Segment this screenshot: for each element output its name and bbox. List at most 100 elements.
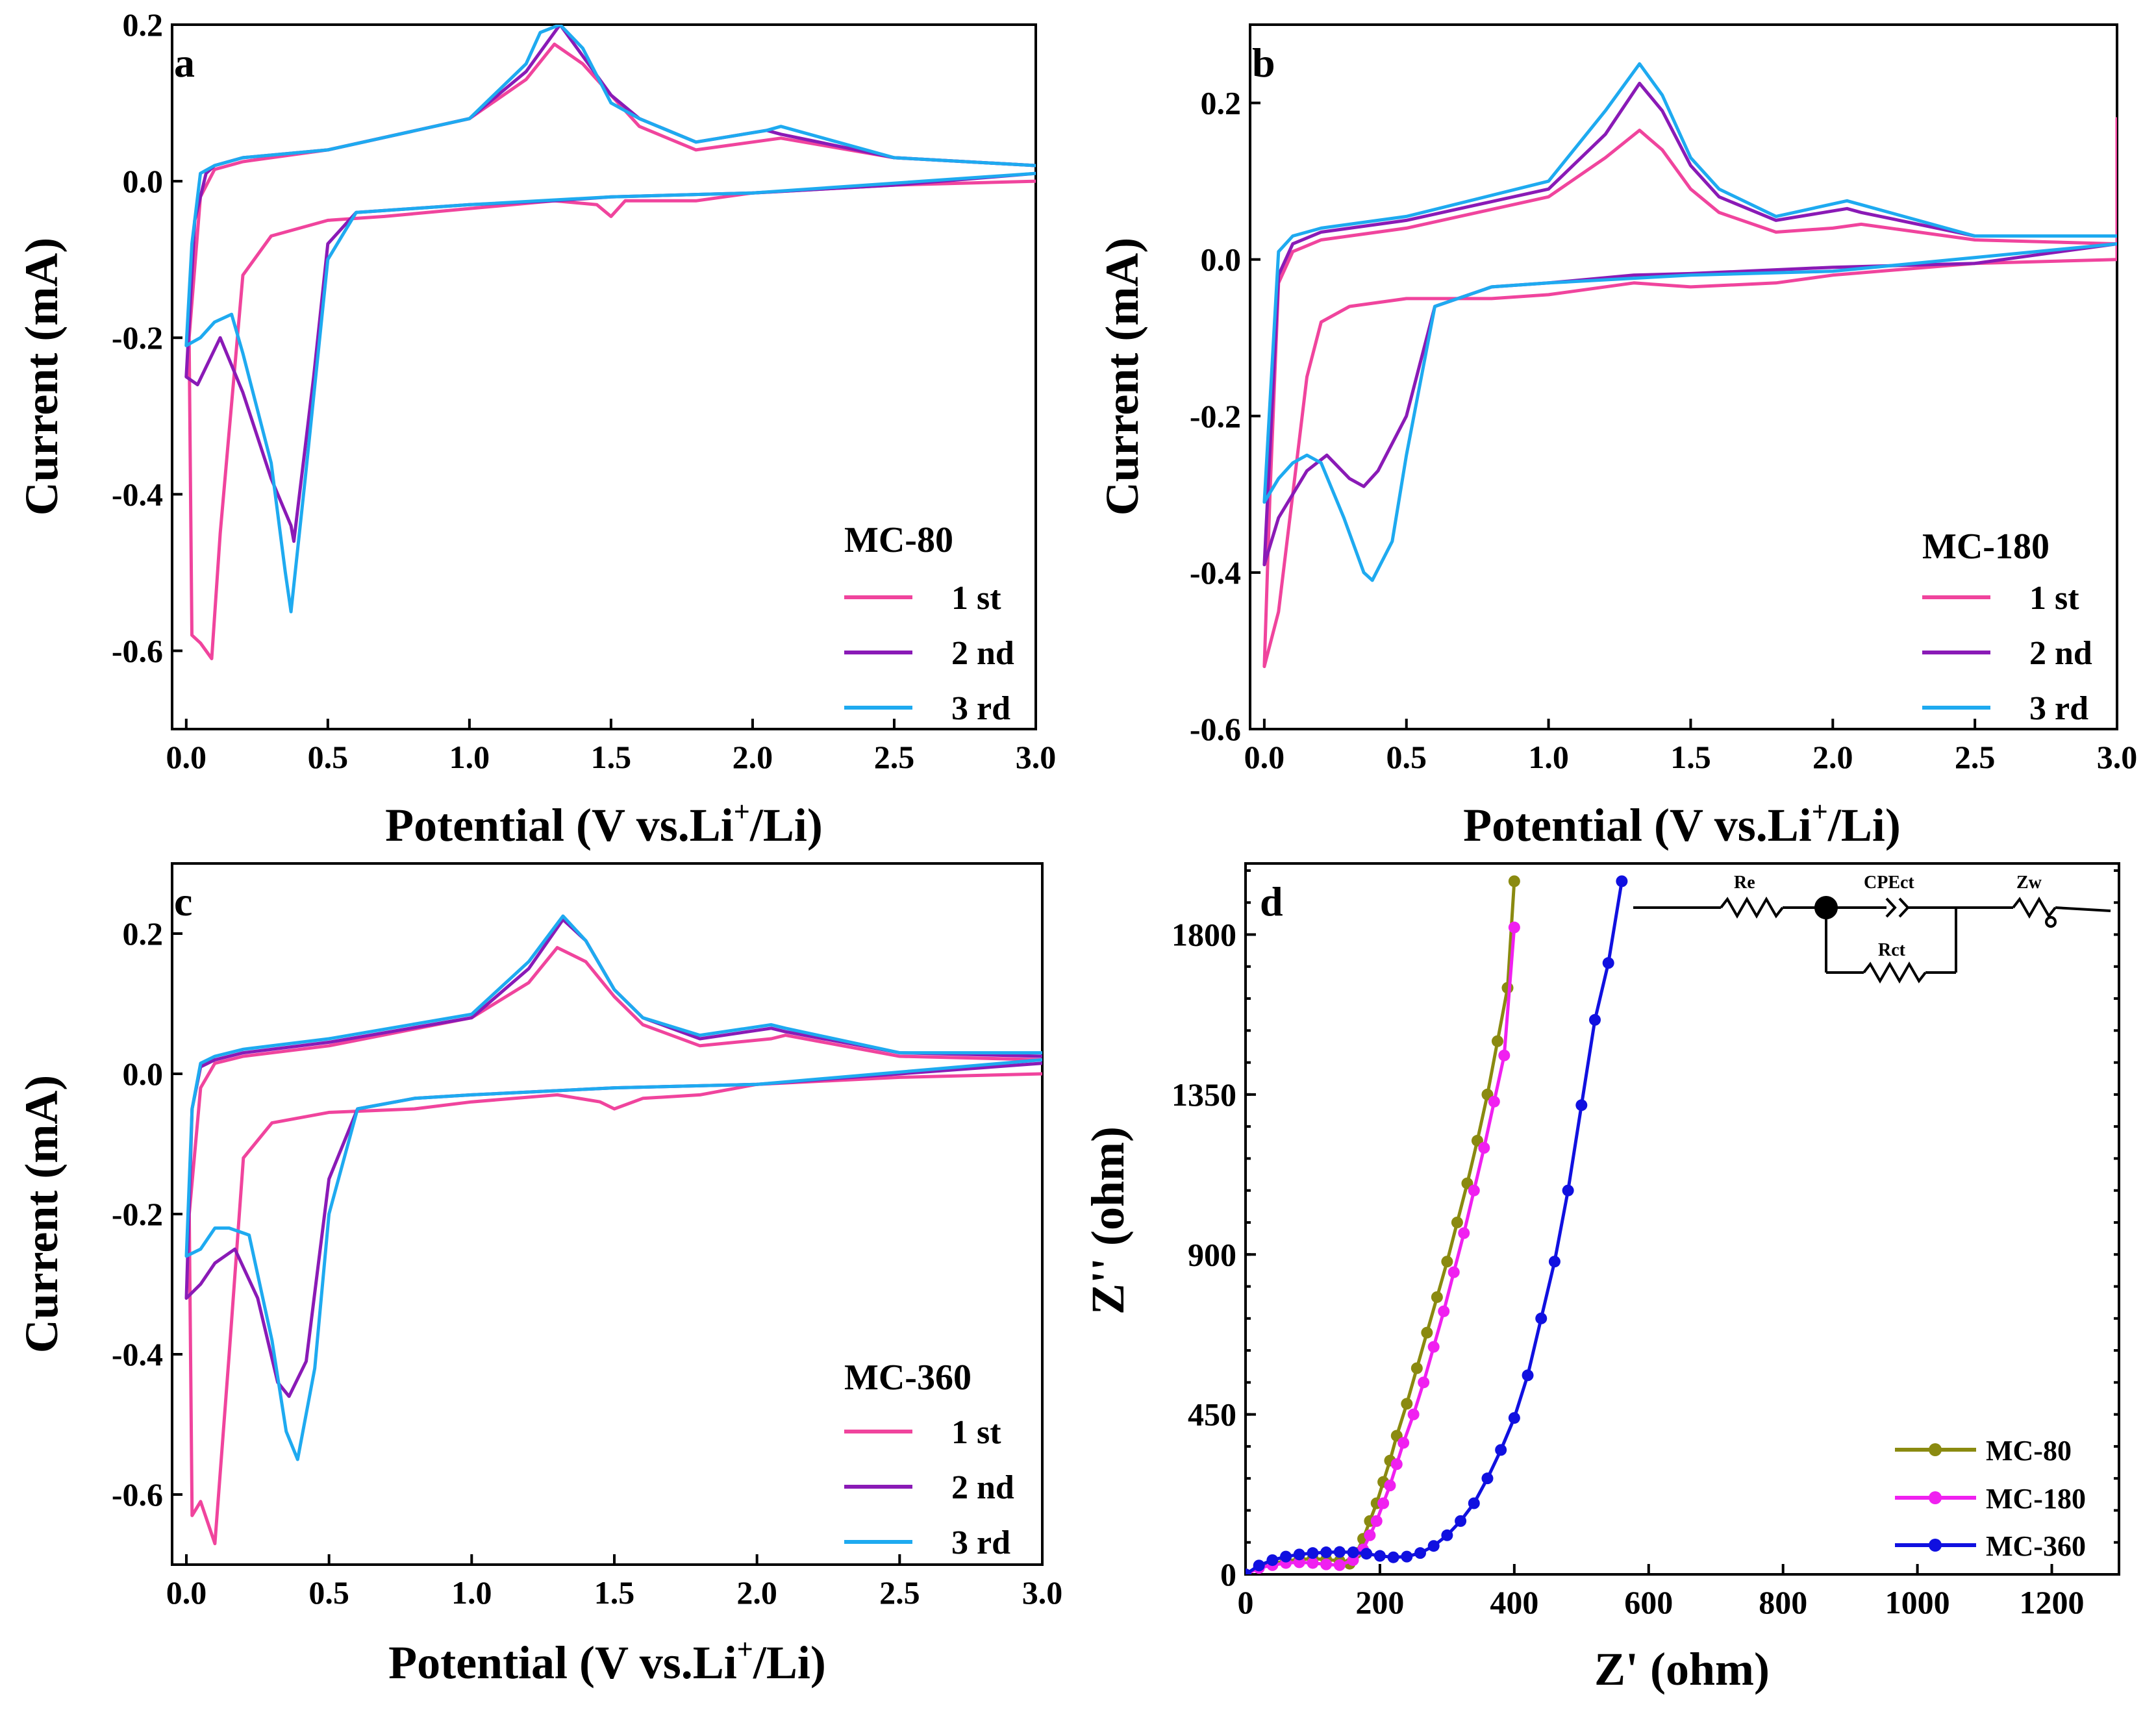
y-axis-title-c: Current (mA): [16, 1075, 68, 1354]
series-b-3: [1262, 62, 2117, 582]
y-tick-label-c-1: 0.0: [123, 1056, 164, 1092]
y-tick-label-b-2: -0.2: [1190, 398, 1241, 434]
plot-frame-a: [171, 23, 1037, 730]
x-tick-label-c-4: 2.0: [736, 1574, 777, 1611]
point-d-3-24: [1562, 1184, 1574, 1197]
x-tick-label-a-6: 3.0: [1016, 739, 1057, 775]
point-d-3-4: [1293, 1548, 1305, 1561]
x-axis-b: 0.0 0.5 1.0 1.5 2.0 2.5 3.0: [1244, 719, 2138, 775]
y-axis-a: 0.2 0.0 -0.2 -0.4 -0.6: [112, 6, 182, 669]
y-axis-title-b: Current (mA): [1096, 238, 1148, 516]
point-d-1-27: [1508, 875, 1520, 887]
point-d-2-18: [1427, 1341, 1440, 1353]
x-tick-label-b-5: 2.5: [1955, 739, 1996, 775]
y-tick-label-c-2: -0.2: [112, 1196, 163, 1232]
point-d-2-10: [1364, 1529, 1376, 1541]
legend-title-a: MC-80: [844, 520, 953, 560]
point-d-3-19: [1495, 1444, 1507, 1456]
circuit-label-cpe: CPEct: [1864, 873, 1914, 893]
circuit-wire-end: [2055, 906, 2111, 912]
point-d-3-26: [1589, 1013, 1601, 1026]
point-d-3-18: [1481, 1472, 1494, 1485]
circuit-label-zw: Zw: [2016, 873, 2042, 893]
circuit-node-icon: [1814, 896, 1838, 919]
resistor-re-icon: [1720, 896, 1784, 919]
legend-label-a-3: 3 rd: [951, 690, 1010, 727]
legend-marker-d-3: [1929, 1539, 1942, 1552]
x-axis-a: 0.0 0.5 1.0 1.5 2.0 2.5 3.0: [166, 719, 1057, 775]
legend-label-a-2: 2 nd: [951, 635, 1014, 672]
legend-b: MC-180 1 st 2 nd 3 rd: [1922, 527, 2092, 727]
legend-label-b-1: 1 st: [2029, 580, 2079, 617]
point-d-2-13: [1384, 1480, 1396, 1492]
x-tick-label-d-6: 1200: [2020, 1584, 2085, 1620]
point-d-2-24: [1488, 1095, 1500, 1108]
x-tick-label-c-1: 0.5: [308, 1574, 349, 1611]
y-axis-c: 0.2 0.0 -0.2 -0.4 -0.6: [112, 915, 182, 1513]
x-tick-label-b-1: 0.5: [1386, 739, 1427, 775]
cpe-left-icon: [1885, 897, 1897, 918]
point-d-1-17: [1410, 1362, 1423, 1374]
point-d-3-17: [1468, 1497, 1480, 1509]
legend-a: MC-80 1 st 2 nd 3 rd: [844, 520, 1014, 727]
point-d-3-20: [1508, 1412, 1520, 1424]
circuit-label-rct: Rct: [1878, 940, 1906, 960]
warburg-terminal-icon: [2045, 916, 2057, 928]
y-axis-title-d: Z'' (ohm): [1082, 1126, 1134, 1315]
chart-panel-a: 0.0 0.5 1.0 1.5 2.0 2.5 3.0 0.2 0.0 -0.2 -0.4 -0.6…: [16, 6, 1056, 851]
x-axis-title-b: Potential (V vs.Li+/Li): [1463, 796, 1901, 851]
point-d-3-6: [1320, 1546, 1333, 1559]
circuit-label-re: Re: [1734, 873, 1755, 893]
panel-label-c: c: [174, 878, 192, 924]
point-d-1-20: [1441, 1256, 1453, 1268]
x-tick-label-c-3: 1.5: [594, 1574, 635, 1611]
point-d-2-6: [1320, 1558, 1333, 1570]
series-c-3: [184, 914, 1042, 1461]
x-tick-label-d-1: 200: [1355, 1584, 1404, 1620]
x-tick-label-a-2: 1.0: [449, 739, 490, 775]
x-tick-label-b-6: 3.0: [2097, 739, 2138, 775]
legend-label-c-1: 1 st: [951, 1414, 1001, 1451]
point-d-2-14: [1390, 1458, 1403, 1470]
point-d-2-16: [1407, 1408, 1420, 1420]
legend-label-d-1: MC-80: [1986, 1435, 2072, 1467]
y-tick-label-b-0: 0.2: [1201, 85, 1242, 121]
x-tick-label-a-5: 2.5: [874, 739, 915, 775]
point-d-3-12: [1401, 1550, 1413, 1563]
x-tick-label-b-4: 2.0: [1812, 739, 1853, 775]
x-tick-label-d-2: 400: [1490, 1584, 1538, 1620]
x-axis-title-d: Z' (ohm): [1594, 1643, 1770, 1695]
point-d-2-11: [1370, 1515, 1383, 1527]
legend-c: MC-360 1 st 2 nd 3 rd: [844, 1358, 1014, 1561]
point-d-3-10: [1373, 1550, 1386, 1562]
point-d-2-15: [1398, 1437, 1410, 1449]
x-tick-label-a-4: 2.0: [733, 739, 773, 775]
point-d-1-16: [1401, 1398, 1413, 1410]
y-tick-label-a-0: 0.2: [123, 6, 164, 43]
series-d-3: [1246, 879, 1623, 1574]
point-d-3-22: [1535, 1312, 1548, 1324]
series-a-1: [187, 42, 1036, 660]
x-tick-label-d-0: 0: [1238, 1584, 1254, 1620]
y-tick-label-b-1: 0.0: [1201, 242, 1242, 278]
point-d-3-27: [1602, 957, 1614, 969]
x-tick-label-b-2: 1.0: [1528, 739, 1569, 775]
point-d-1-21: [1451, 1216, 1463, 1228]
panel-label-a: a: [174, 40, 195, 86]
y-tick-label-c-3: -0.4: [112, 1336, 163, 1372]
cpe-right-icon: [1898, 897, 1910, 918]
y-axis-d: 1800 1350 900 450 0: [1172, 869, 2119, 1593]
series-a-3: [184, 25, 1036, 614]
point-d-3-2: [1266, 1554, 1279, 1567]
point-d-2-5: [1307, 1557, 1319, 1569]
point-d-2-23: [1478, 1142, 1490, 1154]
point-d-2-19: [1438, 1305, 1450, 1317]
y-tick-label-b-3: -0.4: [1190, 554, 1241, 591]
point-d-3-5: [1307, 1547, 1319, 1559]
legend-title-b: MC-180: [1922, 527, 2049, 567]
point-d-3-15: [1441, 1529, 1453, 1541]
series-b-1: [1262, 117, 2117, 669]
series-d-1: [1246, 879, 1516, 1574]
series-group-c: [184, 914, 1042, 1546]
